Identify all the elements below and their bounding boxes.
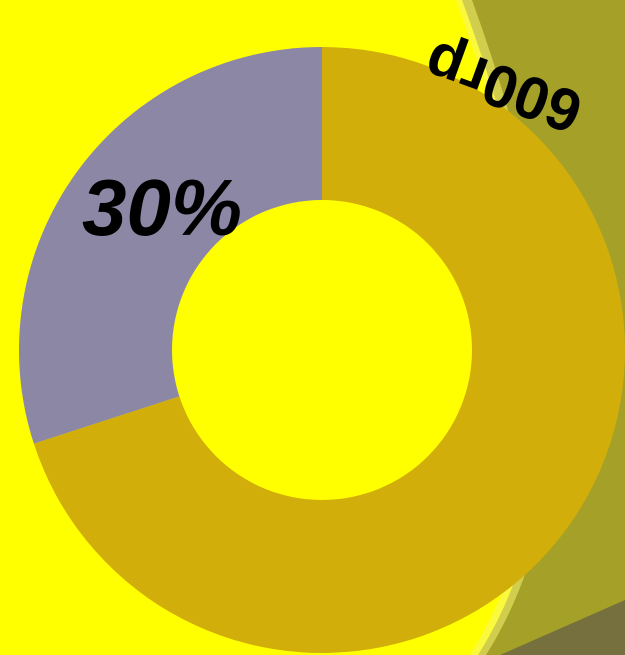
slice-label-30-percent: 30% [82,163,242,252]
bowl-shadow [500,600,625,655]
donut-hole [172,200,472,500]
